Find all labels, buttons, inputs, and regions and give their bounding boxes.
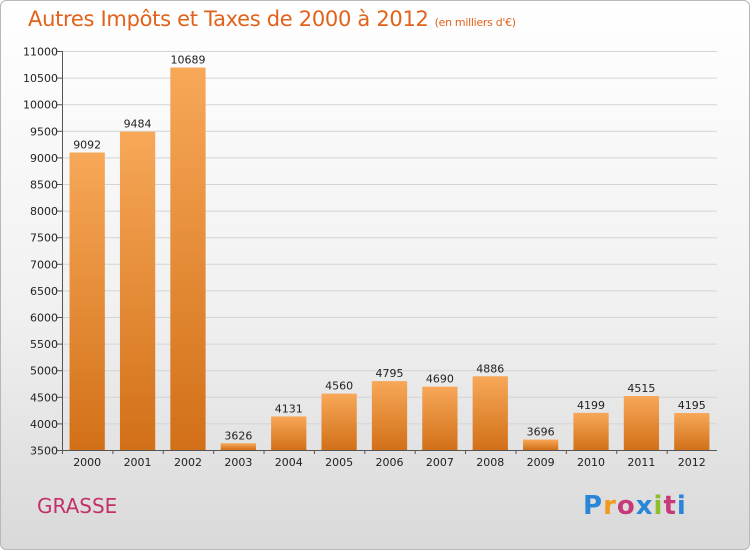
x-tick-label: 2007	[426, 456, 454, 469]
logo-letter: i	[676, 491, 687, 521]
x-tick-label: 2004	[275, 456, 303, 469]
y-tick-label: 8000	[30, 205, 58, 218]
x-tick-label: 2010	[577, 456, 605, 469]
bar-value-label: 4795	[376, 367, 404, 380]
y-tick-label: 7500	[30, 232, 58, 245]
bar-value-label: 3696	[527, 426, 555, 439]
logo-letter: i	[653, 491, 664, 521]
y-tick-label: 4000	[30, 418, 58, 431]
bar-value-label: 10689	[170, 54, 205, 67]
y-tick-label: 9500	[30, 125, 58, 138]
y-tick-label: 9000	[30, 152, 58, 165]
bar	[220, 443, 256, 450]
bar-value-label: 9484	[124, 118, 152, 131]
x-tick-label: 2009	[527, 456, 555, 469]
bar	[623, 396, 660, 450]
logo-letter: r	[603, 491, 617, 521]
y-tick-label: 10000	[23, 99, 58, 112]
y-tick-label: 11000	[23, 46, 58, 59]
chart-title-text: Autres Impôts et Taxes de 2000 à 2012	[28, 7, 429, 31]
y-tick-label: 7000	[30, 258, 58, 271]
x-tick-label: 2011	[627, 456, 655, 469]
y-tick-label: 4500	[30, 391, 58, 404]
city-name: GRASSE	[37, 494, 118, 518]
y-tick-label: 8500	[30, 179, 58, 192]
bar	[422, 386, 458, 450]
x-tick-label: 2005	[325, 456, 353, 469]
logo-letter: t	[663, 491, 677, 521]
bar-value-label: 4515	[627, 382, 655, 395]
bar	[674, 413, 710, 450]
x-axis-ticks: 2000 2001 2002 2003 2004 2005 2006 2007 2008 2009…	[62, 450, 706, 469]
bar-value-label: 4199	[577, 399, 605, 412]
bar	[472, 376, 508, 450]
bar	[119, 131, 156, 451]
bar	[523, 439, 559, 450]
bar-value-label: 4560	[325, 380, 353, 393]
y-tick-label: 3500	[30, 445, 58, 458]
logo-letter: o	[616, 491, 636, 521]
chart-subtitle: (en milliers d'€)	[434, 16, 516, 29]
logo-letter: P	[583, 491, 604, 521]
bar-value-label: 4690	[426, 373, 454, 386]
x-tick-label: 2008	[476, 456, 504, 469]
x-tick-label: 2012	[678, 456, 706, 469]
x-tick-label: 2003	[224, 456, 252, 469]
x-tick-label: 2006	[376, 456, 404, 469]
x-tick-label: 2000	[73, 456, 101, 469]
bar-value-label: 9092	[73, 139, 101, 152]
bars: 9092 9484 10689 3626 4131 4560 4795 4690 4886 369…	[69, 54, 710, 451]
bar-value-label: 4131	[275, 402, 303, 415]
y-tick-label: 6500	[30, 285, 58, 298]
bar	[170, 67, 206, 450]
bar	[371, 381, 408, 450]
bar-value-label: 4886	[476, 362, 504, 375]
bar	[69, 152, 105, 450]
chart-title: Autres Impôts et Taxes de 2000 à 2012 (en…	[28, 7, 516, 31]
y-tick-label: 6000	[30, 312, 58, 325]
x-tick-label: 2002	[174, 456, 202, 469]
y-tick-label: 5000	[30, 365, 58, 378]
bar	[321, 393, 357, 450]
x-tick-label: 2001	[124, 456, 152, 469]
y-tick-label: 10500	[23, 72, 58, 85]
bar	[271, 416, 307, 450]
bar-value-label: 3626	[224, 429, 252, 442]
y-tick-label: 5500	[30, 338, 58, 351]
logo-letter: x	[635, 491, 654, 521]
y-axis-ticks: 3500 4000 4500 5000 5500 6000 6500 7000 7500 8000…	[23, 46, 62, 458]
proxiti-logo: Proxiti	[583, 491, 687, 521]
bar	[573, 412, 609, 450]
bar-value-label: 4195	[678, 399, 706, 412]
